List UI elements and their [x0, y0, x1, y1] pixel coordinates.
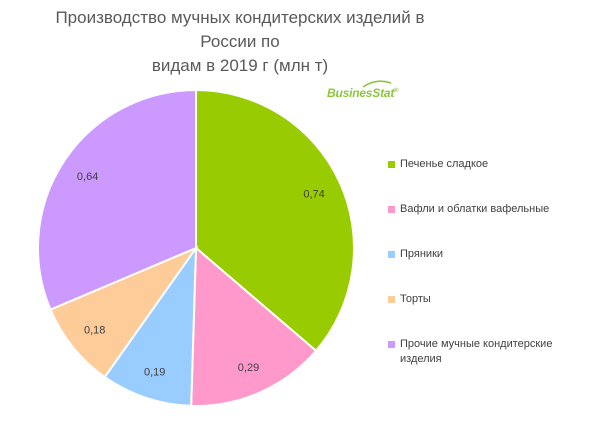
pie-slice: [190, 245, 318, 407]
pie-slice: [195, 88, 356, 353]
legend-swatch: [388, 251, 395, 258]
legend-item: Пряники: [388, 247, 590, 262]
pie-slice-value-label: 0,19: [144, 366, 165, 378]
legend-label: Печенье сладкое: [400, 158, 489, 170]
pie-slice-value-label: 0,29: [238, 362, 259, 374]
pie-slice-value-label: 0,18: [84, 325, 105, 337]
pie-slice: [49, 245, 199, 379]
chart-title: Производство мучных кондитерских изделий…: [40, 6, 440, 78]
businesstat-logo: BusinesStat®: [327, 86, 399, 100]
legend-item: Печенье сладкое: [388, 157, 590, 172]
logo-registered-mark: ®: [394, 88, 399, 94]
legend-item: Прочие мучные кондитерские изделия: [388, 337, 590, 367]
legend-swatch: [388, 341, 395, 348]
logo-text: BusinesStat: [327, 86, 395, 100]
legend-swatch: [388, 206, 395, 213]
legend-label: Пряники: [400, 248, 444, 260]
legend-label: Торты: [400, 293, 431, 305]
legend-item: Торты: [388, 292, 590, 307]
pie-slice-value-label: 0,64: [77, 171, 98, 183]
chart-title-line-2: видам в 2019 г (млн т): [151, 56, 329, 75]
legend-label: Прочие мучные кондитерские изделия: [400, 338, 553, 365]
logo-swoosh-icon: [362, 80, 392, 88]
pie-slice: [37, 88, 197, 311]
legend-swatch: [388, 296, 395, 303]
legend-swatch: [388, 161, 395, 168]
legend-item: Вафли и облатки вафельные: [388, 202, 590, 217]
legend-label: Вафли и облатки вафельные: [400, 203, 550, 215]
chart-title-line-1: Производство мучных кондитерских изделий…: [55, 8, 425, 51]
pie-slice: [103, 244, 198, 407]
pie-slice-value-label: 0,74: [303, 189, 324, 201]
